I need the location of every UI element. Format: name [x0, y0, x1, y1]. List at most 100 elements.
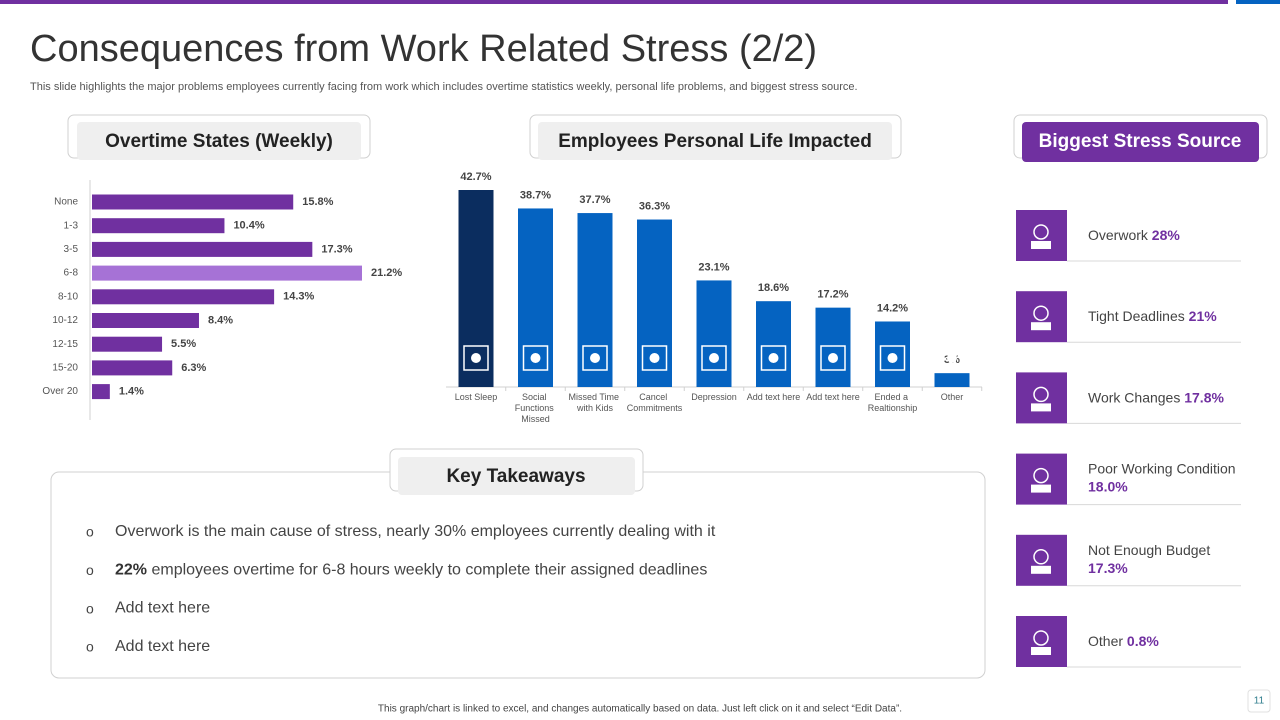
x-tick-label: Missed Time with Kids	[568, 392, 621, 413]
icon	[820, 345, 846, 371]
data-label: 5.5%	[171, 338, 196, 350]
bar	[756, 301, 791, 387]
stress-value: 28%	[1152, 227, 1181, 243]
icon	[887, 353, 898, 363]
y-tick-label: Over 20	[42, 386, 78, 397]
stress-value: 17.8%	[1184, 389, 1224, 405]
stress-item: Overwork 28%	[1088, 227, 1180, 243]
icon	[590, 353, 600, 363]
x-tick-label: Add text here	[806, 392, 860, 402]
icon-box	[1016, 291, 1067, 343]
stress-name: Work Changes	[1088, 389, 1184, 405]
icon	[1031, 565, 1051, 574]
icon	[641, 345, 668, 371]
takeaways-title: Key Takeaways	[446, 466, 585, 487]
data-label: 18.6%	[758, 282, 789, 294]
icon	[768, 353, 779, 363]
icon	[1033, 386, 1049, 403]
x-tick-label: Other	[941, 392, 964, 402]
icon	[1033, 467, 1049, 484]
x-tick-label: Social Functions Missed	[515, 392, 557, 424]
takeaway: 22% employees overtime for 6-8 hours wee…	[115, 562, 707, 579]
stress-item: Tight Deadlines 21%	[1088, 308, 1217, 324]
icon-box	[1016, 372, 1067, 424]
data-label: 17.2%	[817, 289, 848, 301]
data-label: 23.1%	[698, 261, 729, 273]
y-tick-label: 1-3	[64, 220, 79, 231]
data-label: 42.7%	[460, 171, 491, 183]
y-tick-label: 10-12	[52, 315, 78, 326]
header-box	[77, 122, 361, 160]
bar	[696, 280, 732, 387]
stress-value: 21%	[1189, 308, 1218, 324]
bar	[92, 265, 362, 281]
bar	[92, 241, 313, 257]
icon-box	[1016, 453, 1067, 505]
icon	[701, 345, 727, 371]
y-tick-label: 8-10	[58, 291, 78, 302]
stress-value: 17.3%	[1088, 560, 1128, 576]
takeaway-text: Overwork is the main cause of stress, ne…	[115, 523, 716, 540]
bar	[92, 289, 275, 305]
icon	[1033, 305, 1049, 321]
stress-value: 0.8%	[1127, 633, 1159, 649]
stress-value: 18.0%	[1088, 478, 1128, 494]
data-label: 6.3%	[181, 362, 206, 374]
icon	[947, 353, 957, 363]
data-label: 17.3%	[321, 243, 352, 255]
y-tick-label: 3-5	[64, 244, 79, 255]
takeaway-bold: 22%	[115, 562, 147, 579]
bar	[92, 360, 173, 376]
x-tick-label: Ended a Realtionship	[868, 392, 918, 413]
subtitle: This slide highlights the major problems…	[30, 81, 858, 93]
icon	[522, 345, 549, 371]
icon	[463, 345, 489, 371]
icon-box	[1016, 616, 1067, 667]
data-label: 8.4%	[208, 314, 233, 326]
stress-item: Work Changes 17.8%	[1088, 389, 1224, 405]
bar	[934, 373, 970, 387]
stress-item: Not Enough Budget 17.3%	[1088, 542, 1210, 576]
bullet: o	[86, 639, 94, 655]
x-tick-label: Cancel Commitments	[627, 392, 683, 413]
takeaway: Add text here	[115, 638, 210, 655]
y-tick-label: None	[54, 197, 78, 208]
bar	[92, 218, 225, 234]
data-label: 37.7%	[579, 194, 610, 206]
takeaway: Overwork is the main cause of stress, ne…	[115, 523, 716, 540]
y-tick-label: 15-20	[52, 363, 78, 374]
icon-box	[1016, 210, 1067, 261]
bullet: o	[86, 562, 94, 578]
chart-title: Overtime States (Weekly)	[105, 131, 333, 152]
icon	[1033, 630, 1049, 646]
icon	[1031, 241, 1051, 249]
x-tick-label: Add text here	[747, 392, 801, 402]
y-tick-label: 12-15	[52, 339, 78, 350]
data-label: 1.4%	[119, 386, 144, 398]
data-label: 15.8%	[302, 196, 333, 208]
stress-name: Poor Working Condition	[1088, 460, 1236, 476]
icon	[828, 353, 838, 363]
icon	[939, 345, 965, 371]
page-number-box	[1247, 689, 1271, 713]
top-bar	[0, 0, 1228, 4]
icon	[709, 353, 719, 363]
data-label: 21.2%	[371, 267, 402, 279]
bullet: o	[86, 524, 94, 540]
icon	[1031, 647, 1051, 655]
icon	[760, 345, 787, 371]
x-tick-label: Lost Sleep	[455, 392, 498, 402]
stress-title: Biggest Stress Source	[1039, 131, 1242, 152]
takeaway: Add text here	[115, 600, 210, 617]
icon	[879, 345, 906, 371]
data-label: 36.3%	[639, 200, 670, 212]
header-box	[398, 457, 635, 495]
header-box	[1022, 122, 1259, 162]
icon	[1031, 322, 1051, 331]
icon-box	[1016, 534, 1067, 586]
x-tick-label: Depression	[691, 392, 737, 402]
chart-title: Employees Personal Life Impacted	[558, 131, 872, 152]
footer: This graph/chart is linked to excel, and…	[378, 704, 902, 715]
icon	[1033, 549, 1049, 565]
